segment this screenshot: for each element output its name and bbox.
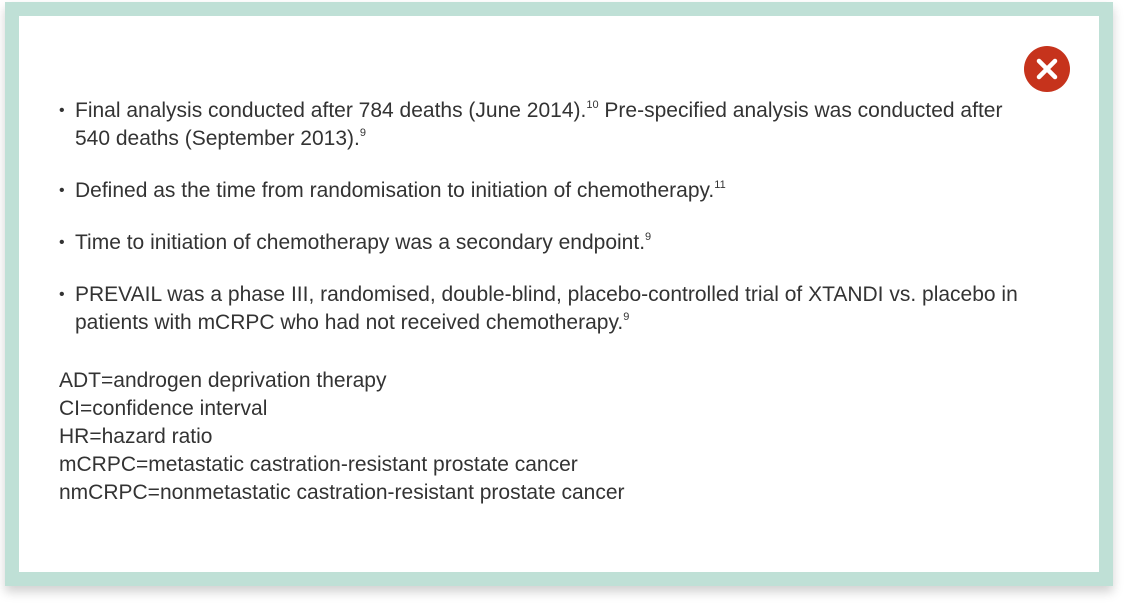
footnote-item: • Final analysis conducted after 784 dea… (59, 97, 1019, 153)
footnote-item: • Defined as the time from randomisation… (59, 177, 1019, 205)
footnote-text: Final analysis conducted after 784 death… (75, 99, 587, 122)
abbreviation-item: HR=hazard ratio (59, 425, 213, 448)
footnote-item: • PREVAIL was a phase III, randomised, d… (59, 281, 1019, 337)
abbreviation-item: nmCRPC=nonmetastatic castration-resistan… (59, 481, 625, 504)
abbreviation-item: ADT=androgen deprivation therapy (59, 369, 387, 392)
bullet-icon: • (59, 286, 65, 303)
footnotes-modal: • Final analysis conducted after 784 dea… (5, 2, 1113, 586)
abbreviation-list: ADT=androgen deprivation therapy CI=conf… (59, 367, 625, 507)
abbreviation-item: mCRPC=metastatic castration-resistant pr… (59, 453, 578, 476)
close-icon (1036, 58, 1058, 80)
footnote-text: Defined as the time from randomisation t… (75, 179, 715, 202)
bullet-icon: • (59, 102, 65, 119)
abbreviation-item: CI=confidence interval (59, 397, 268, 420)
footnote-text: Pre-specified analysis was conducted aft… (75, 99, 1003, 150)
footnote-list: • Final analysis conducted after 784 dea… (59, 97, 1019, 337)
footnote-item: • Time to initiation of chemotherapy was… (59, 229, 1019, 257)
reference-number: 11 (714, 179, 726, 191)
bullet-icon: • (59, 182, 65, 199)
footnote-text: Time to initiation of chemotherapy was a… (75, 231, 646, 254)
reference-number: 9 (623, 311, 630, 323)
reference-number: 10 (586, 99, 599, 111)
reference-number: 9 (359, 127, 366, 139)
bullet-icon: • (59, 234, 65, 251)
close-button[interactable] (1024, 46, 1070, 92)
footnote-text: PREVAIL was a phase III, randomised, dou… (75, 283, 1018, 334)
reference-number: 9 (645, 231, 652, 243)
